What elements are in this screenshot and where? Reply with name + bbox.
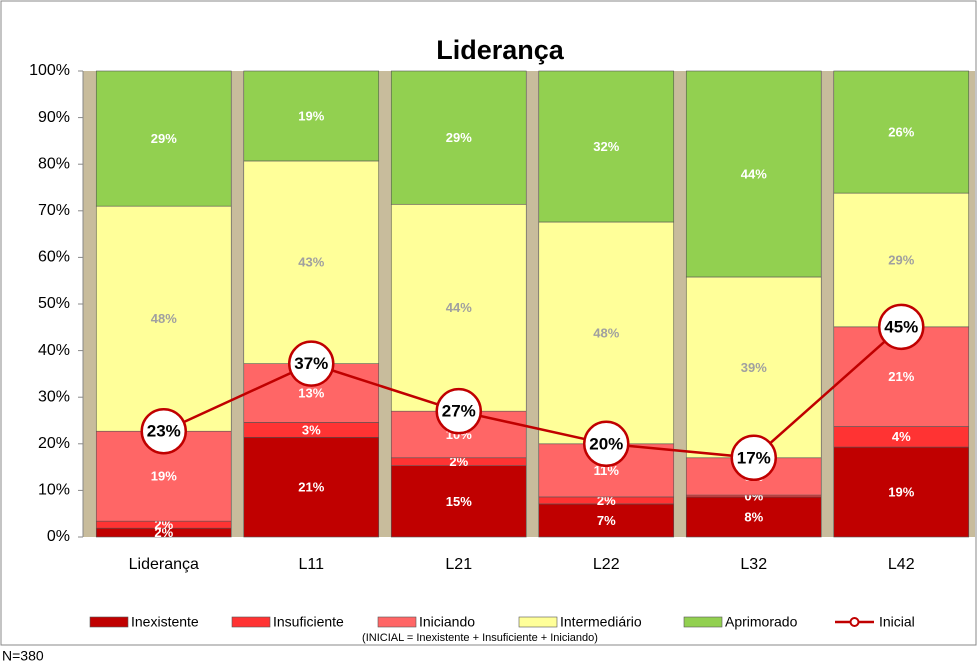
data-label: 48% — [593, 325, 619, 340]
line-label: 20% — [589, 434, 623, 453]
bar-segment — [95, 205, 232, 432]
legend-label: Insuficiente — [273, 614, 344, 630]
bar-segment — [833, 446, 970, 538]
line-label: 45% — [884, 317, 918, 336]
data-label: 48% — [151, 311, 177, 326]
data-label: 7% — [597, 513, 616, 528]
y-tick-label: 20% — [38, 435, 70, 452]
line-label: 23% — [147, 422, 181, 441]
x-tick-label: L22 — [593, 556, 620, 573]
plot-area — [83, 71, 975, 537]
data-label: 44% — [741, 166, 767, 181]
y-tick-label: 50% — [38, 295, 70, 312]
y-tick-label: 0% — [47, 528, 70, 545]
bar-segment — [243, 70, 380, 162]
line-marker — [730, 434, 777, 482]
bar-segment — [390, 70, 527, 205]
bar-segment — [243, 160, 380, 364]
data-label: 4% — [892, 429, 911, 444]
x-tick-label: L42 — [888, 556, 915, 573]
data-label: 2% — [154, 525, 173, 540]
data-label: 29% — [446, 130, 472, 145]
legend-swatch — [377, 616, 417, 628]
line-label: 37% — [294, 354, 328, 373]
bar-segment — [538, 70, 675, 223]
legend-swatch — [89, 616, 129, 628]
x-tick-label: L11 — [298, 556, 324, 573]
bar-segment — [390, 465, 527, 538]
y-tick-label: 10% — [38, 482, 70, 499]
data-label: 19% — [151, 469, 177, 484]
line-marker — [435, 387, 482, 435]
bar-segment — [833, 70, 970, 194]
bar-segment — [685, 70, 822, 278]
legend-label: Aprimorado — [725, 614, 798, 630]
legend-label: Inexistente — [131, 614, 199, 630]
y-tick-label: 90% — [38, 109, 70, 126]
footnote: N=380 — [2, 648, 44, 664]
data-label: 43% — [298, 255, 324, 270]
bar-segment — [390, 203, 527, 412]
data-label: 8% — [744, 509, 763, 524]
bar-segment — [538, 221, 675, 445]
data-label: 29% — [888, 252, 914, 267]
y-tick-label: 60% — [38, 249, 70, 266]
line-marker — [878, 303, 925, 351]
bar-segment — [243, 436, 380, 538]
data-label: 26% — [888, 124, 914, 139]
data-label: 32% — [593, 139, 619, 154]
line-series — [163, 325, 903, 460]
data-label: 19% — [298, 108, 324, 123]
data-label: 21% — [888, 369, 914, 384]
line-marker — [288, 340, 335, 387]
data-label: 29% — [151, 131, 177, 146]
x-tick-label: L32 — [740, 556, 767, 573]
line-label: 27% — [442, 402, 476, 421]
data-label: 39% — [741, 360, 767, 375]
data-label: 15% — [446, 494, 472, 509]
line-marker — [583, 420, 630, 468]
data-label: 44% — [446, 300, 472, 315]
line-marker — [140, 407, 187, 455]
data-label: 3% — [302, 422, 321, 437]
data-label: 13% — [298, 385, 324, 400]
legend-swatch — [683, 616, 723, 628]
chart-title: Liderança — [436, 35, 565, 65]
y-tick-label: 40% — [38, 342, 70, 359]
bar-segment — [95, 70, 232, 207]
legend-note: (INICIAL = Inexistente + Insuficiente + … — [362, 632, 598, 644]
x-tick-label: L21 — [445, 556, 472, 573]
x-tick-label: Liderança — [129, 556, 199, 573]
data-label: 11% — [594, 463, 620, 478]
bar-segment — [685, 276, 822, 459]
legend-label: Intermediário — [560, 614, 642, 630]
bar-segment — [538, 503, 675, 538]
legend-label: Inicial — [879, 614, 915, 630]
data-label: 21% — [298, 480, 324, 495]
line-label: 17% — [737, 448, 771, 467]
legend-swatch — [518, 616, 558, 628]
legend-swatch — [231, 616, 271, 628]
y-tick-label: 100% — [29, 62, 70, 79]
bar-segment — [685, 496, 822, 538]
y-tick-label: 30% — [38, 388, 70, 405]
y-tick-label: 80% — [38, 155, 70, 172]
legend-label: Iniciando — [419, 614, 475, 630]
data-label: 19% — [888, 484, 914, 499]
y-tick-label: 70% — [38, 202, 70, 219]
legend-marker — [849, 617, 860, 627]
